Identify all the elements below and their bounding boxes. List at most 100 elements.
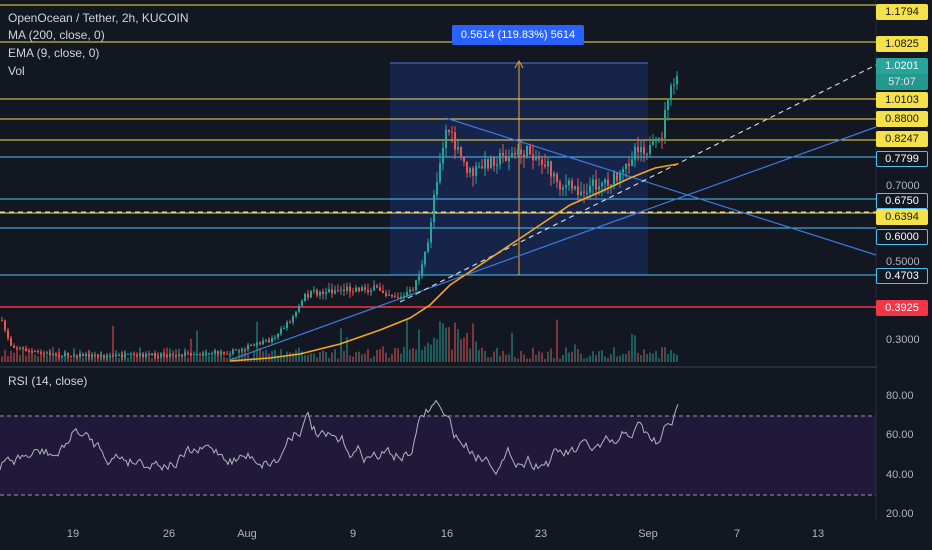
volume-bar — [394, 347, 396, 362]
candle — [661, 137, 663, 139]
volume-bar — [517, 358, 519, 362]
candle — [430, 222, 432, 243]
volume-bar — [562, 354, 564, 362]
volume-bar — [313, 353, 315, 362]
candle — [136, 354, 138, 356]
candle — [595, 179, 597, 190]
volume-bar — [283, 356, 285, 362]
candle — [316, 290, 318, 296]
volume-bar — [541, 352, 543, 362]
candle — [256, 342, 258, 345]
volume-bar — [4, 349, 6, 362]
ma-legend[interactable]: MA (200, close, 0) — [8, 28, 105, 42]
rsi-legend[interactable]: RSI (14, close) — [8, 374, 88, 388]
volume-bar — [349, 355, 351, 362]
vol-legend[interactable]: Vol — [8, 64, 25, 78]
candle — [529, 146, 531, 155]
candle — [490, 157, 492, 169]
candle — [352, 291, 354, 293]
volume-bar — [412, 347, 414, 362]
volume-bar — [619, 355, 621, 362]
candle — [499, 152, 501, 165]
candle — [199, 354, 201, 356]
candle — [106, 355, 108, 358]
candle — [439, 163, 441, 182]
candle — [556, 173, 558, 182]
volume-bar — [46, 355, 48, 362]
candle — [322, 291, 324, 295]
date-tick: 9 — [349, 528, 357, 540]
price-axis-tick: 0.5000 — [886, 256, 920, 268]
candle — [460, 147, 462, 158]
volume-bar — [130, 356, 132, 362]
candle — [151, 352, 153, 355]
volume-bar — [532, 347, 534, 362]
candle — [406, 291, 408, 296]
volume-bar — [190, 338, 192, 362]
volume-bar — [355, 352, 357, 362]
volume-bar — [22, 347, 24, 362]
candle — [658, 137, 660, 139]
volume-bar — [286, 351, 288, 362]
candle — [517, 149, 519, 155]
volume-bar — [7, 356, 9, 362]
volume-bar — [463, 337, 465, 362]
candle — [223, 352, 225, 354]
volume-bar — [493, 351, 495, 362]
volume-bar — [469, 348, 471, 362]
candle — [442, 147, 444, 164]
symbol-title[interactable]: OpenOcean / Tether, 2h, KUCOIN — [8, 11, 189, 25]
candle — [421, 264, 423, 277]
candle — [64, 353, 66, 357]
ma-line — [229, 163, 679, 362]
volume-bar — [550, 348, 552, 362]
trendline-up-1 — [229, 126, 877, 361]
volume-bar — [508, 354, 510, 362]
volume-bar — [478, 349, 480, 362]
candle — [511, 152, 513, 158]
volume-bar — [604, 356, 606, 362]
volume-bar — [544, 358, 546, 362]
candle — [400, 296, 402, 298]
candle — [337, 290, 339, 292]
candle — [541, 159, 543, 165]
volume-bar — [118, 358, 120, 362]
candle — [265, 339, 267, 341]
candle — [469, 168, 471, 173]
candle — [289, 322, 291, 324]
candle — [412, 289, 414, 291]
ema-legend[interactable]: EMA (9, close, 0) — [8, 46, 100, 60]
volume-bar — [526, 358, 528, 362]
candle — [49, 352, 51, 356]
candle — [220, 352, 222, 354]
candle — [520, 149, 522, 155]
volume-bar — [1, 356, 3, 362]
volume-bar — [61, 356, 63, 362]
candle — [631, 159, 633, 167]
candle — [667, 99, 669, 110]
candle — [211, 353, 213, 355]
candle — [334, 290, 336, 294]
candle — [403, 295, 405, 297]
candle — [532, 154, 534, 161]
candle — [127, 353, 129, 355]
date-tick: Aug — [237, 528, 257, 540]
volume-bar — [373, 356, 375, 362]
candle — [172, 353, 174, 356]
candle — [304, 293, 306, 301]
volume-bar — [181, 353, 183, 362]
volume-bar — [607, 357, 609, 362]
candle — [241, 349, 243, 351]
candle — [610, 184, 612, 186]
volume-bar — [577, 348, 579, 362]
candles — [1, 71, 678, 361]
candle — [478, 166, 480, 168]
volume-bar — [238, 350, 240, 362]
candle — [637, 146, 639, 153]
candle — [391, 294, 393, 297]
candle — [481, 166, 483, 169]
volume-bar — [637, 352, 639, 362]
volume-bar — [277, 355, 279, 362]
volume-bar — [229, 355, 231, 362]
